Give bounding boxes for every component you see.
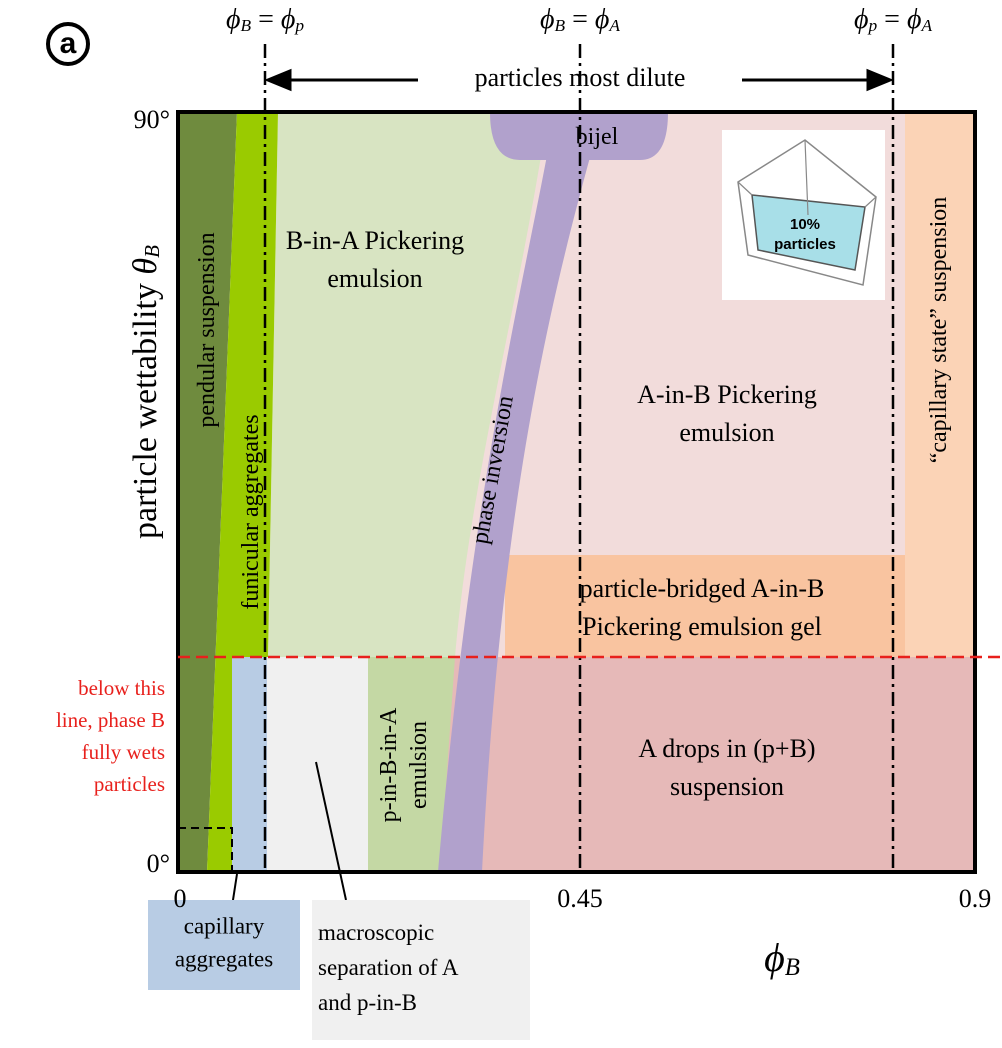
figure: aϕB = ϕpϕB = ϕAϕp = ϕAparticles most dil… [0,0,1002,1048]
arrow-head [868,71,890,89]
callout-label-line: and p-in-B [318,990,417,1015]
region-label: “capillary state” suspension [926,197,952,464]
top-label: ϕB = ϕp [226,4,304,35]
top-label: ϕp = ϕA [854,4,932,35]
region-label-line: B-in-A Pickering [286,226,464,255]
capillary-region [232,657,267,872]
y-axis-label: particle wettability θB [127,245,164,539]
top-label-part: A [920,16,932,35]
arrow-label: particles most dilute [475,63,686,92]
x-axis-label-part: ϕ [764,935,785,980]
inset-label-line: 10% [790,216,820,233]
region-label-line: A drops in (p+B) [638,734,815,763]
region-label-line: Pickering emulsion gel [582,612,822,641]
callout-label-line: aggregates [175,947,273,972]
inset-label-line: particles [774,236,836,253]
top-label-part: ϕ [281,4,296,35]
top-label: ϕB = ϕA [540,4,620,35]
red-note-line: line, phase B [56,708,165,732]
red-note-line: below this [78,676,165,700]
y-axis-label-part: B [140,245,164,258]
top-label-part: ϕ [854,4,869,35]
region-label-line: “capillary state” suspension [926,197,952,464]
x-tick-label: 0.45 [557,884,603,913]
region-label: pendular suspension [194,232,220,427]
region-label-line: emulsion [679,418,774,447]
top-label-part: ϕ [907,4,922,35]
region-label-line: emulsion [327,264,422,293]
top-label-part: = [251,4,281,35]
region-label-line: funicular aggregates [238,414,264,609]
bridged-region [505,555,905,657]
region-label: bijel [576,124,619,150]
a-drops-region [440,657,975,872]
top-label-part: ϕ [540,4,555,35]
top-label-part: = [565,4,595,35]
region-label-line: particle-bridged A-in-B [580,574,825,603]
x-tick-label: 0.9 [959,884,992,913]
x-axis-label: ϕB [764,935,800,981]
y-tick-label: 90° [134,105,170,134]
callout-label-line: separation of A [318,955,459,980]
region-label-line: p-in-B-in-A [376,707,402,822]
red-note: below this line, phase B fully wets particl… [56,676,165,796]
arrow-head [268,71,290,89]
top-label-part: ϕ [226,4,241,35]
top-label-part: B [240,16,251,35]
top-label-part: p [293,16,304,35]
region-label-line: emulsion [406,721,432,809]
red-note-line: fully wets [82,740,165,764]
y-axis-label-part: θ [127,258,164,275]
top-label-part: A [608,16,620,35]
y-axis-label-part: particle wettability [127,275,164,539]
panel-label: a [60,27,77,60]
red-note-line: particles [94,772,165,796]
callout-label-line: capillary [184,914,265,939]
top-label-part: B [554,16,565,35]
callout-label-line: macroscopic [318,920,434,945]
y-tick-label: 0° [147,849,170,878]
region-label-line: pendular suspension [194,232,220,427]
region-label-line: bijel [576,124,619,150]
region-label-line: suspension [670,772,784,801]
x-tick-label: 0 [174,884,187,913]
top-label-part: p [866,16,877,35]
region-label-line: A-in-B Pickering [637,380,817,409]
x-axis-label-part: B [785,954,800,981]
top-label-part: = [877,4,907,35]
region-label: funicular aggregates [238,414,264,609]
top-label-part: ϕ [595,4,610,35]
